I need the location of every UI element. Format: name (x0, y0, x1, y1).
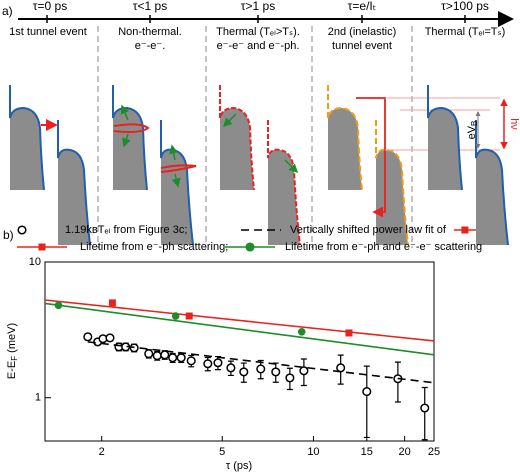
separators (97, 26, 413, 248)
marker (108, 299, 116, 307)
stage-caption: Thermal (Tₑₗ>Tₛ). (216, 26, 300, 38)
stage-caption: e⁻-e⁻ and e⁻-ph. (217, 40, 300, 52)
marker (83, 332, 93, 342)
inelastic-arrow (356, 97, 386, 218)
marker (239, 367, 249, 377)
stage-caption: e⁻-e⁻. (135, 40, 166, 52)
ev-label: eVB (466, 121, 479, 140)
y-axis-label: E-EF (meV) (6, 323, 19, 379)
marker (105, 333, 115, 343)
legend-label: Lifetime from e⁻-ph and e⁻-e⁻ scattering (285, 241, 482, 253)
legend-marker (461, 226, 469, 234)
legend-label: Lifetime from e⁻-ph scattering; (80, 241, 228, 253)
excitation (160, 164, 197, 173)
error-bar (421, 386, 428, 441)
marker (152, 351, 162, 361)
marker (186, 356, 196, 366)
y-label-main: E-E (6, 361, 18, 379)
stage-caption: 1st tunnel event (9, 26, 87, 38)
marker (256, 364, 266, 374)
plot-frame (44, 261, 435, 442)
x-tick-label: 2 (99, 446, 105, 458)
marker (420, 403, 430, 413)
y-label-sub: F (10, 356, 19, 361)
x-tick-label: 5 (219, 446, 225, 458)
marker (203, 359, 213, 369)
ev-sub: B (470, 121, 479, 126)
marker (285, 373, 295, 383)
stage-caption: tunnel event (332, 40, 392, 52)
stage-time: τ<1 ps (133, 0, 167, 13)
fit-line (87, 341, 435, 384)
excitation (113, 123, 150, 133)
stage-time: τ>1 ps (241, 0, 275, 13)
error-bar (363, 365, 370, 439)
stage-texts: τ=0 ps τ<1 ps τ>1 ps τ=e/Iₜ τ>100 ps 1st… (9, 0, 505, 52)
marker (336, 363, 346, 373)
marker (362, 387, 372, 397)
marker (345, 329, 353, 337)
x-tick-label: 25 (428, 446, 440, 458)
hnu-label: hν (508, 118, 520, 130)
marker (176, 353, 186, 363)
legend-marker (17, 225, 27, 235)
stage-time: τ>100 ps (441, 0, 489, 13)
marker (160, 350, 170, 360)
electrodes (9, 84, 91, 246)
marker (299, 366, 309, 376)
legend-label: 1.19kʙTₑₗ from Figure 3c; (65, 224, 187, 236)
legend-marker (245, 242, 255, 252)
x-tick-label: 10 (307, 446, 319, 458)
y-label-unit: (meV) (6, 323, 18, 356)
stage-time: τ=e/Iₜ (348, 0, 377, 13)
legend-label: Vertically shifted power law fit of (290, 224, 447, 236)
stage-time: τ=0 ps (33, 0, 67, 13)
marker (54, 301, 63, 310)
marker (144, 349, 154, 359)
legend-marker (38, 243, 46, 251)
panel-label: a) (2, 4, 13, 18)
marker (168, 353, 178, 363)
marker (185, 312, 193, 320)
y-tick-label: 1 (35, 392, 41, 404)
marker (213, 358, 223, 368)
panel-label: b) (3, 228, 14, 242)
x-tick-label: 15 (361, 446, 373, 458)
ev-text: eV (466, 125, 478, 139)
marker (226, 363, 236, 373)
marker (271, 367, 281, 377)
marker (171, 312, 180, 320)
panel-a: a) τ=0 ps τ<1 ps τ>1 ps τ=e/Iₜ τ>100 ps … (2, 0, 520, 248)
stage-caption: 2nd (inelastic) (328, 26, 396, 38)
fit-line (44, 299, 435, 342)
scatter-arrows (222, 113, 299, 174)
fit-line (44, 302, 435, 356)
scatter-arrows (120, 104, 181, 188)
x-axis-label: τ (ps) (226, 460, 252, 472)
panel-b: b) τ (ps) E-EF (meV) (3, 228, 435, 472)
electrodes (327, 84, 409, 246)
marker (297, 328, 306, 336)
timeline-ticks (46, 15, 466, 23)
stage-caption: Thermal (Tₑₗ=Tₛ) (425, 26, 506, 38)
stage-caption: Non-thermal. (118, 26, 182, 38)
electrodes (427, 84, 509, 246)
y-tick-label: 10 (29, 256, 41, 268)
x-tick-label: 20 (399, 446, 411, 458)
electrodes (219, 84, 301, 246)
